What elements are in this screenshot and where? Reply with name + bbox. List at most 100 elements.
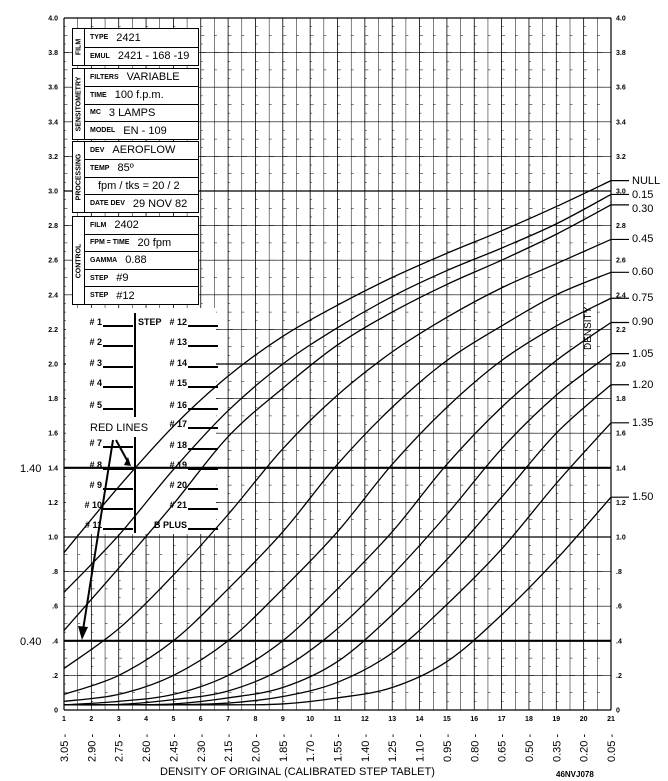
curve-1-05 bbox=[63, 353, 612, 706]
step-legend-line bbox=[103, 366, 133, 368]
info-key: TIME bbox=[90, 91, 107, 99]
y-tick-label-right: 1.4 bbox=[616, 465, 626, 472]
step-legend-line bbox=[188, 386, 218, 388]
curve-0-30 bbox=[63, 204, 612, 631]
y-tick-label-right: 0 bbox=[616, 708, 620, 715]
y-tick-label-right: 3.6 bbox=[616, 85, 626, 92]
step-legend-line bbox=[188, 325, 218, 327]
step-legend-label: # 8 bbox=[89, 460, 102, 470]
y-tick-label-left: 3.8 bbox=[48, 50, 58, 57]
curve-label: 0.60 bbox=[632, 266, 654, 279]
step-legend-label: # 15 bbox=[169, 378, 187, 388]
x-density-label: 2.75 - bbox=[114, 734, 126, 762]
info-key: TEMP bbox=[90, 164, 110, 172]
y-axis-title: DENSITY bbox=[583, 306, 594, 350]
info-value: 3 LAMPS bbox=[108, 106, 156, 119]
curve-label: 0.15 bbox=[632, 188, 654, 201]
y-tick-label-right: 1.8 bbox=[616, 396, 626, 403]
y-tick-label-right: 4.0 bbox=[616, 16, 626, 23]
x-density-label: 2.30 - bbox=[196, 734, 208, 762]
info-value: EN - 109 bbox=[123, 124, 167, 137]
info-value: #12 bbox=[116, 289, 135, 302]
legend-divider bbox=[134, 313, 136, 417]
step-legend-label: # 20 bbox=[169, 480, 187, 490]
y-tick-label-right: 2.2 bbox=[616, 327, 626, 334]
step-legend-label: # 12 bbox=[169, 317, 187, 327]
info-value: #9 bbox=[116, 272, 129, 285]
y-tick-label-left: 0 bbox=[54, 708, 58, 715]
curve-label: NULL bbox=[632, 174, 661, 187]
x-density-label: 2.90 - bbox=[86, 734, 98, 762]
info-row: FILTERS VARIABLE bbox=[85, 69, 198, 87]
y-tick-label-left: 3.4 bbox=[48, 119, 58, 126]
red-lines-label: RED LINES bbox=[90, 422, 149, 434]
y-tick-label-left: 1.8 bbox=[48, 396, 58, 403]
curve-label: 1.05 bbox=[632, 347, 654, 360]
x-tick-label: 8 bbox=[253, 716, 257, 723]
section-label: PROCESSING bbox=[73, 142, 85, 212]
x-density-label: 0.20 - bbox=[579, 734, 591, 762]
y-tick-label-left: 1.0 bbox=[48, 535, 58, 542]
arrow-to-1-40-line bbox=[115, 439, 129, 463]
reference-line-label: 0.40 bbox=[20, 636, 41, 648]
step-legend-label: # 14 bbox=[169, 358, 187, 368]
step-legend-line bbox=[103, 325, 133, 327]
step-legend-label: # 13 bbox=[169, 337, 187, 347]
section-label: FILM bbox=[73, 29, 85, 65]
reference-line-label: 1.40 bbox=[20, 463, 41, 475]
step-legend-line bbox=[188, 468, 218, 470]
y-tick-label-left: 1.2 bbox=[48, 500, 58, 507]
info-key: MODEL bbox=[90, 127, 116, 135]
x-tick-label: 2 bbox=[89, 716, 93, 723]
y-tick-label-left: 1.6 bbox=[48, 431, 58, 438]
info-row: DATE DEV 29 NOV 82 bbox=[85, 195, 198, 212]
info-key: TYPE bbox=[90, 34, 109, 42]
y-tick-label-right: .4 bbox=[616, 638, 622, 645]
y-tick-label-right: 3.4 bbox=[616, 119, 626, 126]
curve-0-15 bbox=[63, 193, 612, 593]
y-tick-label-right: .6 bbox=[616, 604, 622, 611]
info-value: 2421 - 168 -19 bbox=[117, 50, 190, 63]
step-legend-line bbox=[103, 408, 133, 410]
step-legend-label: # 1 bbox=[89, 317, 102, 327]
step-legend-label: # 2 bbox=[89, 337, 102, 347]
info-key: MC bbox=[90, 109, 101, 117]
info-value: 0.88 bbox=[125, 254, 147, 267]
info-rows: DEV AEROFLOW TEMP 85º fpm / tks = 20 / 2 DATE… bbox=[85, 142, 198, 212]
info-key: STEP bbox=[90, 292, 109, 300]
step-legend-label: # 9 bbox=[89, 480, 102, 490]
curve-label: 1.20 bbox=[632, 378, 654, 391]
x-tick-label: 11 bbox=[334, 716, 342, 723]
section-title: CONTROL bbox=[75, 243, 82, 278]
step-legend-line bbox=[188, 488, 218, 490]
step-legend-label: # 18 bbox=[169, 440, 187, 450]
info-rows: FILTERS VARIABLE TIME 100 f.p.m. MC 3 LAMPS MO… bbox=[85, 69, 198, 139]
info-rows: FILM 2402 FPM = TIME 20 fpm GAMMA 0.88 STEP #9 S… bbox=[85, 217, 198, 304]
info-row: TIME 100 f.p.m. bbox=[85, 87, 198, 105]
curve-label: 1.35 bbox=[632, 416, 654, 429]
x-density-label: 2.00 - bbox=[250, 734, 262, 762]
step-legend-label: # 11 bbox=[84, 520, 102, 530]
x-density-label: 1.85 - bbox=[278, 734, 290, 762]
curve-0-60 bbox=[63, 271, 612, 696]
x-density-label: 1.40 - bbox=[360, 734, 372, 762]
arrow-to-0-40-line bbox=[82, 439, 114, 631]
step-legend-line bbox=[188, 448, 218, 450]
info-table-sensitometry: SENSITOMETRY FILTERS VARIABLE TIME 100 f.p.m… bbox=[72, 68, 199, 140]
y-tick-label-left: 2.8 bbox=[48, 223, 58, 230]
x-tick-label: 10 bbox=[306, 716, 314, 723]
x-tick-label: 21 bbox=[607, 716, 615, 723]
arrowhead-icon bbox=[78, 626, 88, 640]
x-tick-label: 19 bbox=[552, 716, 560, 723]
y-tick-label-left: 2.4 bbox=[48, 292, 58, 299]
x-tick-label: 14 bbox=[416, 716, 424, 723]
x-tick-label: 7 bbox=[226, 716, 230, 723]
info-rows: TYPE 2421 EMUL 2421 - 168 -19 bbox=[85, 29, 198, 65]
info-row: FPM = TIME 20 fpm bbox=[85, 235, 198, 253]
x-tick-label: 3 bbox=[117, 716, 121, 723]
x-density-label: 0.35 - bbox=[551, 734, 563, 762]
y-tick-label-right: 3.2 bbox=[616, 154, 626, 161]
step-legend-line bbox=[103, 528, 133, 530]
step-legend-line bbox=[188, 366, 218, 368]
x-density-label: 1.10 - bbox=[415, 734, 427, 762]
